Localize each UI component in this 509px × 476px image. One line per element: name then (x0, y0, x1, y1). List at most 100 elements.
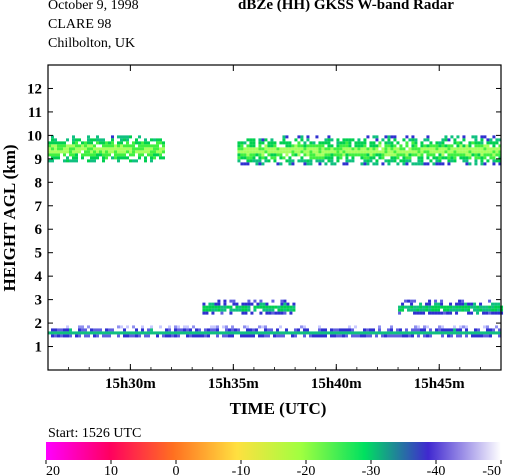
echo-cell (207, 328, 210, 332)
echo-cell (393, 150, 397, 154)
echo-cell (483, 153, 487, 157)
echo-cell (150, 138, 153, 142)
echo-cell (102, 144, 105, 148)
echo-cell (354, 144, 358, 148)
echo-cell (387, 162, 391, 166)
echo-cell (450, 328, 453, 332)
echo-cell (477, 150, 481, 154)
echo-cell (114, 147, 117, 151)
echo-cell (99, 328, 102, 332)
echo-cell (342, 150, 346, 154)
echo-cell (437, 311, 441, 315)
echo-cell (434, 305, 438, 309)
echo-cell (378, 153, 382, 157)
echo-cell (48, 159, 51, 163)
echo-cell (419, 302, 423, 306)
echo-cell (306, 135, 310, 139)
echo-cell (150, 153, 153, 157)
echo-cell (456, 144, 460, 148)
echo-cell (261, 331, 264, 335)
echo-cell (450, 153, 454, 157)
echo-cell (111, 156, 114, 160)
echo-cell (51, 147, 54, 151)
echo-cell (306, 144, 310, 148)
echo-cell (223, 299, 227, 303)
chart-title: dBZe (HH) GKSS W-band Radar (238, 0, 454, 13)
echo-cell (459, 150, 463, 154)
echo-cell (480, 162, 484, 166)
echo-cell (381, 150, 385, 154)
echo-cell (453, 331, 456, 335)
echo-cell (78, 147, 81, 151)
echo-cell (144, 138, 147, 142)
echo-cell (453, 156, 457, 160)
echo-cell (223, 302, 227, 306)
campaign-label: CLARE 98 (48, 17, 112, 32)
echo-cell (438, 328, 441, 332)
echo-cell (297, 159, 301, 163)
echo-cell (117, 147, 120, 151)
echo-cell (279, 147, 283, 151)
echo-cell (456, 334, 459, 338)
echo-cell (363, 159, 367, 163)
echo-cell (492, 147, 496, 151)
echo-cell (264, 147, 268, 151)
echo-cell (480, 144, 484, 148)
echo-cell (211, 305, 215, 309)
echo-cell (285, 328, 288, 332)
echo-cell (366, 328, 369, 332)
echo-cell (63, 147, 66, 151)
echo-cell (273, 150, 277, 154)
echo-cell (156, 334, 159, 338)
echo-cell (261, 325, 264, 329)
echo-cell (345, 153, 349, 157)
echo-cell (438, 150, 442, 154)
echo-cell (443, 308, 447, 312)
echo-cell (250, 311, 254, 315)
echo-cell (398, 308, 402, 312)
echo-cell (354, 331, 357, 335)
echo-cell (243, 325, 246, 329)
echo-cell (279, 325, 282, 329)
echo-cell (428, 305, 432, 309)
echo-cell (252, 138, 256, 142)
echo-cell (129, 334, 132, 338)
echo-cell (93, 153, 96, 157)
echo-cell (498, 144, 502, 148)
echo-cell (486, 159, 490, 163)
echo-cell (132, 325, 135, 329)
echo-cell (396, 162, 400, 166)
echo-cell (72, 144, 75, 148)
echo-cell (81, 147, 84, 151)
echo-cell (423, 331, 426, 335)
echo-cell (300, 138, 304, 142)
echo-cell (205, 305, 209, 309)
echo-cell (315, 144, 319, 148)
echo-cell (411, 162, 415, 166)
echo-cell (54, 328, 57, 332)
echo-cell (108, 331, 111, 335)
echo-cell (249, 328, 252, 332)
echo-cell (483, 334, 486, 338)
echo-cell (366, 153, 370, 157)
echo-cell (153, 153, 156, 157)
echo-cell (111, 150, 114, 154)
echo-cell (339, 156, 343, 160)
echo-cell (471, 334, 474, 338)
echo-cell (375, 334, 378, 338)
echo-cell (324, 141, 328, 145)
echo-cell (348, 159, 352, 163)
echo-cell (252, 334, 255, 338)
echo-cell (229, 311, 233, 315)
echo-cell (411, 144, 415, 148)
echo-cell (420, 162, 424, 166)
echo-cell (456, 135, 460, 139)
echo-cell (402, 138, 406, 142)
echo-cell (240, 147, 244, 151)
echo-cell (309, 141, 313, 145)
echo-cell (75, 331, 78, 335)
echo-cell (429, 159, 433, 163)
echo-cell (211, 311, 215, 315)
echo-cell (375, 162, 379, 166)
echo-cell (66, 331, 69, 335)
